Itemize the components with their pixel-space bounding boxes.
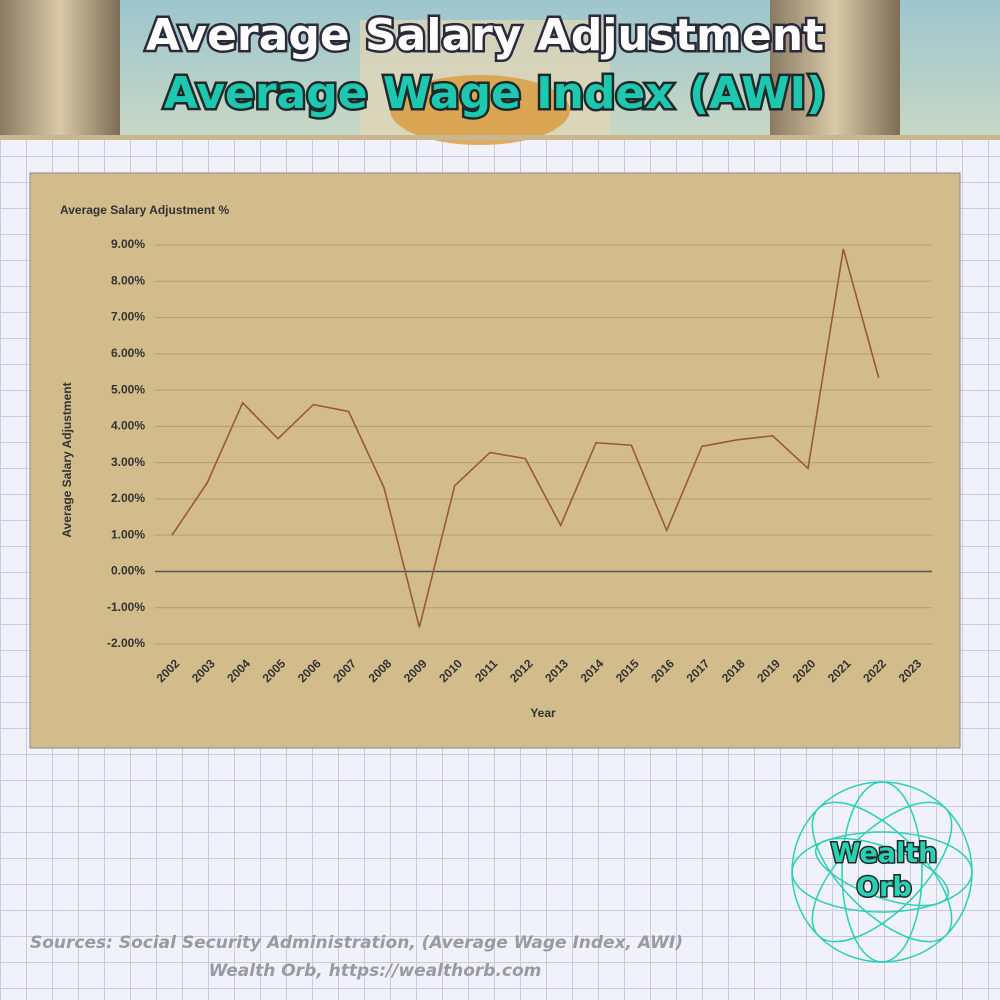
header-banner bbox=[0, 0, 1000, 145]
y-tick-label: 4.00% bbox=[111, 419, 145, 433]
page-subtitle: Average Wage Index (AWI) bbox=[164, 68, 826, 119]
logo-text: Wealth bbox=[831, 838, 938, 869]
y-tick-label: 5.00% bbox=[111, 382, 145, 396]
page-title: Average Salary Adjustment bbox=[146, 10, 824, 61]
y-tick-label: -1.00% bbox=[107, 600, 145, 614]
y-tick-label: 6.00% bbox=[111, 346, 145, 360]
y-tick-label: 9.00% bbox=[111, 237, 145, 251]
y-tick-label: 0.00% bbox=[111, 564, 145, 578]
chart-panel bbox=[29, 172, 961, 749]
chart-title: Average Salary Adjustment % bbox=[60, 203, 230, 217]
y-tick-label: 3.00% bbox=[111, 455, 145, 469]
y-tick-label: -2.00% bbox=[107, 636, 145, 650]
y-tick-label: 8.00% bbox=[111, 273, 145, 287]
y-tick-label: 2.00% bbox=[111, 491, 145, 505]
y-tick-label: 7.00% bbox=[111, 310, 145, 324]
footer-credit: Wealth Orb, https://wealthorb.com bbox=[209, 961, 542, 981]
x-axis-label: Year bbox=[530, 706, 556, 720]
logo bbox=[791, 781, 973, 963]
y-tick-label: 1.00% bbox=[111, 527, 145, 541]
logo-text: Orb bbox=[856, 872, 912, 903]
data-line bbox=[171, 248, 880, 628]
y-axis-label: Average Salary Adjustment bbox=[60, 382, 74, 537]
footer-sources: Sources: Social Security Administration,… bbox=[30, 933, 683, 953]
chart: Average Salary Adjustment % Year Average… bbox=[29, 172, 961, 749]
